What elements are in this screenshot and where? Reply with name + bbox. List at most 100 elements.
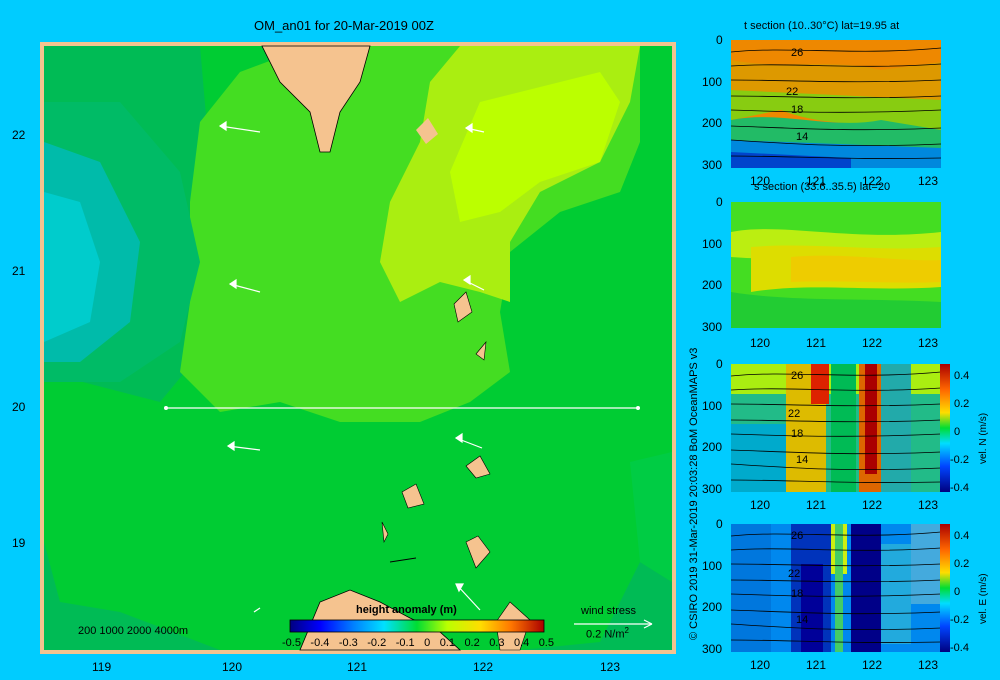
height-colorbar xyxy=(289,619,545,633)
n-section-colorbar-label: vel. N (m/s) xyxy=(978,412,989,464)
height-region-yellow xyxy=(450,72,620,222)
s-section-y-tick: 0 xyxy=(716,195,723,209)
t-section-x-tick: 122 xyxy=(862,174,883,188)
colorbar-tick: 0.5 xyxy=(538,637,554,649)
land-island xyxy=(465,535,491,569)
colorbar-title: height anomaly (m) xyxy=(356,604,457,616)
n-section-y-tick: 200 xyxy=(702,440,723,454)
e-section-y-tick: 0 xyxy=(716,517,723,531)
e-section-y-tick: 300 xyxy=(702,641,723,656)
x-tick: 122 xyxy=(473,660,494,674)
t-section-plot xyxy=(731,40,941,168)
s-section-y-tick: 100 xyxy=(702,236,723,251)
land-island xyxy=(381,521,389,544)
n-section-x-tick: 120 xyxy=(750,498,771,512)
t-section-y-tick: 200 xyxy=(702,116,723,130)
height-region-cyan-core xyxy=(44,192,100,342)
e-section-colorbar-tick: 0.4 xyxy=(954,530,970,542)
e-contour-label: 26 xyxy=(791,530,804,542)
e-section-y-tick: 200 xyxy=(702,600,723,614)
t-section-x-tick: 121 xyxy=(806,174,827,188)
e-colorbar xyxy=(940,524,950,652)
n-section-colorbar-tick: 0 xyxy=(954,426,961,438)
e-section-plot xyxy=(731,524,941,652)
n-contour-label: 26 xyxy=(791,370,804,382)
y-tick: 21 xyxy=(12,264,26,278)
s-section-x-tick: 121 xyxy=(806,336,827,350)
e-contour-label: 22 xyxy=(788,568,801,580)
n-section-x-tick: 121 xyxy=(806,498,827,512)
colorbar-tick: -0.4 xyxy=(310,637,330,649)
land-island xyxy=(401,483,425,509)
land-island xyxy=(416,118,438,144)
t-contour-label: 22 xyxy=(786,86,799,98)
wind-scale-exponent: 2 xyxy=(624,626,629,635)
land-north xyxy=(261,45,371,153)
e-section-x-tick: 120 xyxy=(750,658,771,672)
e-section-x-tick: 121 xyxy=(806,658,827,672)
e-section-colorbar-tick: 0.2 xyxy=(954,558,970,570)
e-section-colorbar-label: vel. E (m/s) xyxy=(978,573,989,624)
e-section-colorbar-tick: 0 xyxy=(954,586,961,598)
land-island xyxy=(475,341,487,361)
n-section-colorbar-tick: -0.2 xyxy=(950,454,969,466)
e-section-colorbar-tick: -0.2 xyxy=(950,614,969,626)
colorbar-tick: 0 xyxy=(424,637,431,649)
wind-stress-label: wind stress xyxy=(581,605,637,617)
n-section-colorbar-tick: 0.4 xyxy=(954,370,970,382)
n-section-y-tick: 300 xyxy=(702,481,723,496)
colorbar-tick: 0.3 xyxy=(489,637,505,649)
n-section-y-tick: 100 xyxy=(702,398,723,413)
t-section-x-tick: 123 xyxy=(918,174,939,188)
n-colorbar xyxy=(940,364,950,492)
n-contour-label: 14 xyxy=(796,454,809,466)
y-tick: 20 xyxy=(12,400,26,414)
t-section-y-tick: 0 xyxy=(716,33,723,47)
t-section-x-tick: 120 xyxy=(750,174,771,188)
s-section-x-tick: 123 xyxy=(918,336,939,350)
colorbar-tick: 0.1 xyxy=(439,637,455,649)
height-region-east xyxy=(630,452,672,582)
x-tick: 121 xyxy=(347,660,368,674)
colorbar-tick: 0.2 xyxy=(464,637,480,649)
e-contour-label: 18 xyxy=(791,588,804,600)
t-contour-label: 14 xyxy=(796,131,809,143)
colorbar-tick: -0.1 xyxy=(395,637,415,649)
colorbar-tick-row: -0.5 -0.4 -0.3 -0.2 -0.1 0 0.1 0.2 0.3 0… xyxy=(282,637,554,649)
e-section-y-tick: 100 xyxy=(702,558,723,573)
e-section-colorbar-tick: -0.4 xyxy=(950,642,969,654)
e-section-x-tick: 123 xyxy=(918,658,939,672)
wind-scale-text: 0.2 N/m xyxy=(586,628,625,641)
copyright-text: © CSIRO 2019 31-Mar-2019 20:03:28 BoM Oc… xyxy=(688,347,700,640)
t-contour-label: 26 xyxy=(791,47,804,59)
t-section-title: t section (10..30°C) lat=19.95 at xyxy=(744,20,900,32)
e-section-x-tick: 122 xyxy=(862,658,883,672)
s-section-x-tick: 120 xyxy=(750,336,771,350)
n-section-x-tick: 122 xyxy=(862,498,883,512)
colorbar-tick: -0.5 xyxy=(282,637,301,649)
n-contour-label: 22 xyxy=(788,408,801,420)
s-section-y-tick: 300 xyxy=(702,319,723,334)
y-tick: 19 xyxy=(12,536,26,550)
n-contour-label: 18 xyxy=(791,428,804,440)
n-section-y-tick: 0 xyxy=(716,357,723,371)
s-section-plot xyxy=(731,202,941,328)
colorbar-tick: -0.2 xyxy=(367,637,387,649)
land-island xyxy=(453,291,473,323)
land-island xyxy=(465,455,491,479)
s-section-y-tick: 200 xyxy=(702,278,723,292)
n-section-x-tick: 123 xyxy=(918,498,939,512)
n-section-colorbar-tick: 0.2 xyxy=(954,398,970,410)
x-tick: 119 xyxy=(92,660,112,674)
main-map-title: OM_an01 for 20-Mar-2019 00Z xyxy=(254,18,434,33)
wind-vectors xyxy=(218,120,485,613)
e-contour-label: 14 xyxy=(796,614,809,626)
colorbar-tick: 0.4 xyxy=(513,637,530,649)
t-contour-label: 18 xyxy=(791,104,804,116)
t-section-y-tick: 300 xyxy=(702,157,723,172)
height-anomaly-map xyxy=(40,42,676,654)
colorbar-tick: -0.3 xyxy=(338,637,358,649)
t-section-y-tick: 100 xyxy=(702,74,723,89)
n-section-plot xyxy=(731,364,941,492)
s-section-x-tick: 122 xyxy=(862,336,883,350)
